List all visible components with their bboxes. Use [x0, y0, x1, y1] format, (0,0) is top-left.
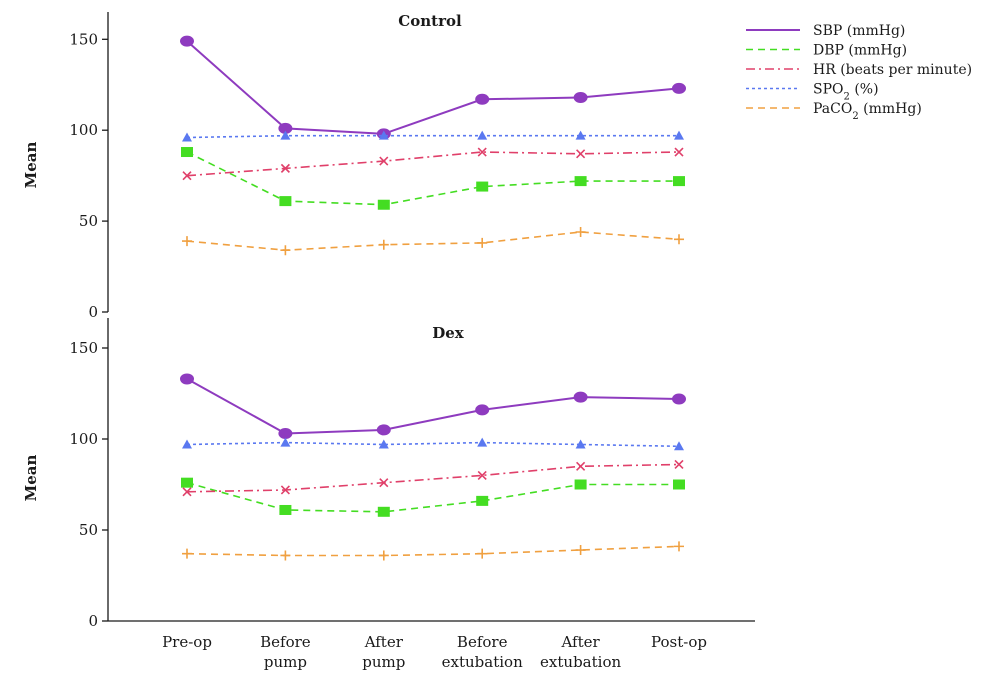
data-point-paco2-mmhg-control-2	[378, 239, 389, 250]
data-point-hr-beats-per-minute-control-5	[674, 147, 684, 157]
series-line-dbp-mmhg-dex	[186, 481, 679, 513]
y-axis-label-control: Mean	[22, 142, 40, 189]
legend: SBP (mmHg) DBP (mmHg) HR (beats per minute…	[746, 23, 972, 122]
data-point-sbp-mmhg-dex-5	[672, 393, 686, 405]
legend-label-2: HR (beats per minute)	[813, 62, 972, 78]
data-point-hr-beats-per-minute-dex-2	[379, 478, 389, 488]
data-point-spo2-control-2	[378, 130, 389, 140]
data-point-hr-beats-per-minute-control-1	[280, 163, 290, 173]
data-point-sbp-mmhg-control-3	[475, 93, 490, 105]
data-point-paco2-mmhg-dex-4	[575, 545, 586, 556]
data-point-paco2-mmhg-dex-2	[378, 550, 389, 561]
data-point-spo2-dex-5	[674, 441, 684, 451]
data-point-spo2-dex-2	[378, 439, 389, 449]
x-tick-label-4: After extubation	[540, 633, 621, 671]
data-point-dbp-mmhg-dex-0	[181, 477, 193, 488]
x-tick-label-2: After pump	[362, 633, 405, 671]
data-point-dbp-mmhg-dex-2	[377, 506, 390, 517]
series-line-spo2-control	[186, 134, 679, 139]
data-point-paco2-mmhg-dex-1	[280, 550, 291, 561]
panel-title-dex: Dex	[432, 324, 465, 342]
data-point-hr-beats-per-minute-control-0	[182, 171, 192, 181]
series-line-spo2-dex	[186, 441, 680, 448]
data-point-dbp-mmhg-control-0	[181, 147, 193, 158]
y-axis-label-dex: Mean	[22, 455, 40, 502]
data-point-dbp-mmhg-dex-3	[476, 495, 489, 506]
legend-label-4: PaCO2 (mmHg)	[813, 101, 922, 122]
series-line-hr-beats-per-minute-control	[186, 151, 680, 177]
y-tick-label-dex-50: 50	[79, 521, 98, 539]
data-point-hr-beats-per-minute-control-2	[379, 156, 389, 166]
data-point-sbp-mmhg-dex-3	[475, 404, 490, 416]
y-tick-label-control-150: 150	[69, 30, 98, 48]
data-point-hr-beats-per-minute-dex-4	[576, 461, 586, 471]
x-tick-label-3: Before extubation	[442, 633, 523, 671]
y-tick-label-dex-0: 0	[88, 612, 98, 630]
legend-label-3: SPO2 (%)	[813, 82, 879, 103]
series-line-sbp-mmhg-dex	[186, 378, 680, 435]
data-point-spo2-control-4	[575, 130, 586, 140]
data-point-dbp-mmhg-control-3	[476, 181, 489, 192]
data-point-sbp-mmhg-control-4	[573, 91, 588, 103]
x-tick-label-1: Before pump	[260, 633, 311, 671]
y-tick-label-dex-100: 100	[69, 430, 98, 448]
data-point-paco2-mmhg-control-5	[674, 234, 684, 245]
data-point-dbp-mmhg-dex-5	[673, 479, 685, 490]
series-line-hr-beats-per-minute-dex	[186, 463, 680, 493]
data-point-hr-beats-per-minute-dex-1	[280, 485, 290, 495]
chart-panel-dex: Dex Mean 0 50 100 150	[22, 318, 686, 630]
data-point-sbp-mmhg-control-5	[672, 82, 686, 94]
data-point-sbp-mmhg-dex-2	[376, 424, 391, 436]
data-point-paco2-mmhg-dex-5	[674, 541, 684, 552]
data-point-spo2-dex-3	[477, 437, 488, 447]
data-point-spo2-control-1	[280, 130, 291, 140]
data-point-paco2-mmhg-dex-3	[477, 548, 488, 559]
data-point-sbp-mmhg-dex-0	[180, 373, 194, 385]
data-point-dbp-mmhg-control-4	[574, 176, 587, 187]
legend-label-1: DBP (mmHg)	[813, 43, 907, 59]
x-tick-label-5: Post-op	[651, 633, 707, 651]
data-point-dbp-mmhg-dex-1	[279, 504, 292, 515]
series-line-dbp-mmhg-control	[186, 151, 679, 206]
y-tick-label-control-0: 0	[88, 303, 98, 321]
data-point-paco2-mmhg-control-1	[280, 245, 291, 256]
data-point-hr-beats-per-minute-control-4	[576, 149, 586, 159]
data-point-hr-beats-per-minute-dex-3	[477, 470, 487, 480]
data-point-hr-beats-per-minute-dex-5	[674, 459, 684, 470]
x-axis: Pre-op Before pump After pump Before extubatio…	[108, 620, 755, 671]
data-point-paco2-mmhg-control-4	[575, 227, 586, 238]
data-point-dbp-mmhg-dex-4	[574, 479, 587, 490]
data-point-sbp-mmhg-dex-1	[278, 428, 293, 440]
x-tick-label-0: Pre-op	[162, 633, 212, 651]
data-point-hr-beats-per-minute-dex-0	[182, 487, 192, 497]
data-point-dbp-mmhg-control-5	[673, 176, 685, 187]
data-point-spo2-dex-1	[280, 437, 291, 447]
data-point-paco2-mmhg-dex-0	[182, 548, 192, 559]
data-point-dbp-mmhg-control-2	[377, 199, 390, 210]
y-tick-label-control-100: 100	[69, 121, 98, 139]
data-point-hr-beats-per-minute-control-3	[477, 147, 487, 157]
y-tick-label-dex-150: 150	[69, 339, 98, 357]
data-point-paco2-mmhg-control-0	[182, 236, 192, 247]
data-point-spo2-dex-0	[182, 439, 192, 449]
data-point-paco2-mmhg-control-3	[477, 237, 488, 248]
data-point-sbp-mmhg-control-1	[278, 122, 293, 134]
series-line-sbp-mmhg-control	[186, 40, 680, 135]
data-point-spo2-control-0	[182, 132, 192, 142]
legend-label-0: SBP (mmHg)	[813, 23, 905, 39]
y-tick-label-control-50: 50	[79, 212, 98, 230]
data-point-spo2-control-5	[674, 130, 684, 140]
chart-panel-control: Control Mean 0 50 100 150	[22, 12, 686, 321]
data-point-dbp-mmhg-control-1	[279, 196, 292, 207]
data-point-sbp-mmhg-dex-4	[573, 391, 588, 403]
data-point-sbp-mmhg-control-0	[180, 35, 194, 47]
panel-title-control: Control	[398, 12, 462, 30]
data-point-spo2-control-3	[477, 130, 488, 140]
data-point-spo2-dex-4	[575, 439, 586, 449]
series-line-paco2-mmhg-dex	[186, 545, 680, 557]
series-line-paco2-mmhg-control	[186, 231, 680, 252]
